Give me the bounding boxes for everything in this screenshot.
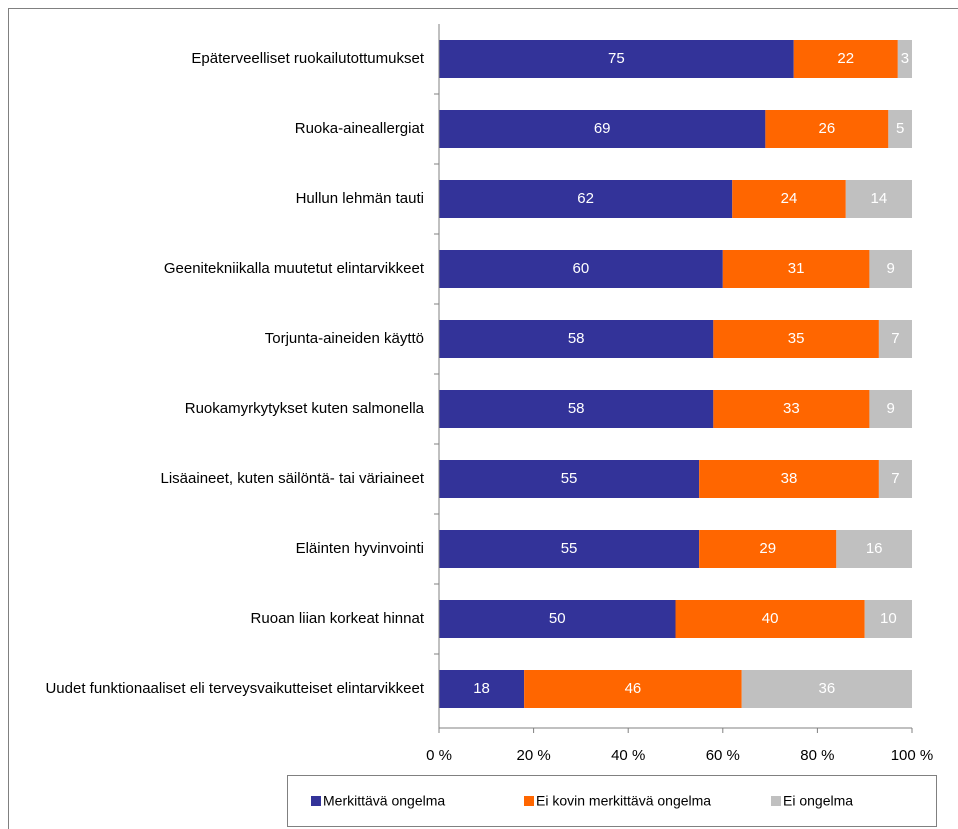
- data-label: 55: [561, 540, 578, 557]
- bar-segment: [675, 600, 865, 638]
- x-tick-label: 100 %: [891, 747, 934, 764]
- data-label: 29: [759, 540, 776, 557]
- bar-segment: [713, 390, 870, 428]
- x-tick-label: 80 %: [800, 747, 834, 764]
- data-label: 55: [561, 470, 578, 487]
- data-label: 5: [896, 120, 904, 137]
- category-label: Ruoan liian korkeat hinnat: [250, 610, 424, 627]
- data-label: 16: [866, 540, 883, 557]
- data-label: 40: [762, 610, 779, 627]
- data-label: 7: [891, 470, 899, 487]
- bar-segment: [524, 670, 742, 708]
- bar-segment: [732, 180, 846, 218]
- data-label: 10: [880, 610, 897, 627]
- data-label: 35: [788, 330, 805, 347]
- x-tick-label: 0 %: [426, 747, 452, 764]
- data-label: 14: [871, 190, 888, 207]
- data-label: 38: [781, 470, 798, 487]
- category-label: Eläinten hyvinvointi: [295, 540, 424, 557]
- bar-segment: [897, 40, 912, 78]
- data-label: 3: [901, 50, 909, 67]
- data-label: 9: [887, 400, 895, 417]
- data-label: 18: [473, 680, 490, 697]
- bar-segment: [888, 110, 912, 148]
- category-label: Geenitekniikalla muutetut elintarvikkeet: [163, 260, 424, 277]
- data-label: 26: [819, 120, 836, 137]
- bar-segment: [439, 460, 700, 498]
- data-label: 22: [837, 50, 854, 67]
- x-tick-label: 60 %: [706, 747, 740, 764]
- data-label: 46: [625, 680, 642, 697]
- category-label: Ruoka-aineallergiat: [294, 120, 424, 137]
- bar-segment: [439, 530, 700, 568]
- bar-segment: [864, 600, 912, 638]
- data-label: 75: [608, 50, 625, 67]
- legend-box: [287, 775, 937, 827]
- data-label: 69: [594, 120, 611, 137]
- data-label: 24: [781, 190, 798, 207]
- legend-label: Ei ongelma: [783, 793, 853, 809]
- bar-segment: [439, 670, 525, 708]
- bar-segment: [439, 250, 723, 288]
- category-label: Uudet funktionaaliset eli terveysvaikutt…: [45, 680, 424, 697]
- data-label: 50: [549, 610, 566, 627]
- legend-swatch: [524, 796, 534, 806]
- category-label: Lisäaineet, kuten säilöntä- tai väriaine…: [160, 470, 425, 487]
- bar-segment: [439, 40, 794, 78]
- bar-segment: [439, 320, 714, 358]
- x-tick-label: 40 %: [611, 747, 645, 764]
- bar-segment: [439, 110, 766, 148]
- legend-label: Ei kovin merkittävä ongelma: [536, 793, 711, 809]
- x-tick-label: 20 %: [516, 747, 550, 764]
- bar-segment: [741, 670, 912, 708]
- bar-segment: [439, 390, 714, 428]
- legend-label: Merkittävä ongelma: [323, 793, 445, 809]
- bar-segment: [878, 320, 912, 358]
- data-label: 58: [568, 400, 585, 417]
- category-label: Ruokamyrkytykset kuten salmonella: [184, 400, 424, 417]
- bar-segment: [878, 460, 912, 498]
- data-label: 33: [783, 400, 800, 417]
- bar-segment: [869, 390, 912, 428]
- bar-segment: [699, 530, 837, 568]
- category-label: Torjunta-aineiden käyttö: [264, 330, 424, 347]
- legend-swatch: [771, 796, 781, 806]
- bar-segment: [713, 320, 879, 358]
- bar-segment: [845, 180, 912, 218]
- bar-segment: [869, 250, 912, 288]
- data-label: 62: [577, 190, 594, 207]
- bar-segment: [765, 110, 889, 148]
- category-label: Epäterveelliset ruokailutottumukset: [191, 50, 424, 67]
- bar-segment: [793, 40, 898, 78]
- chart-border: [8, 8, 958, 829]
- data-label: 9: [887, 260, 895, 277]
- bar-segment: [699, 460, 879, 498]
- bar-segment: [439, 600, 676, 638]
- bar-segment: [722, 250, 870, 288]
- bar-segment: [439, 180, 733, 218]
- data-label: 58: [568, 330, 585, 347]
- legend-swatch: [311, 796, 321, 806]
- category-label: Hullun lehmän tauti: [295, 190, 424, 207]
- bar-segment: [836, 530, 912, 568]
- data-label: 36: [819, 680, 836, 697]
- data-label: 60: [573, 260, 590, 277]
- data-label: 7: [891, 330, 899, 347]
- data-label: 31: [788, 260, 805, 277]
